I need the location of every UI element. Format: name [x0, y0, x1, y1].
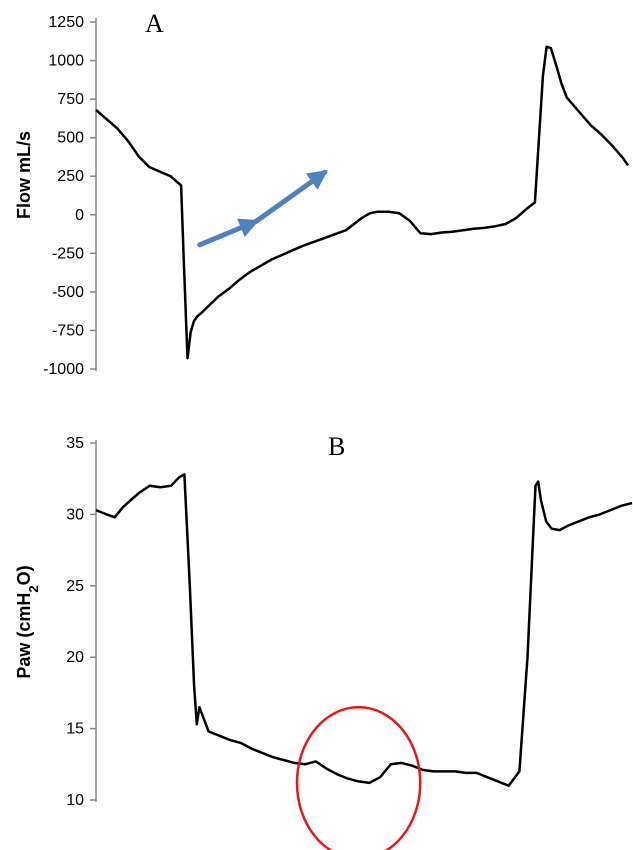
flow-y-tick-label: -750 — [52, 322, 84, 339]
flow-y-tick-label: -500 — [52, 284, 84, 301]
paw-y-tick-label: 35 — [66, 435, 84, 452]
paw-y-axis-title: Paw (cmH2O) — [14, 565, 41, 678]
paw-y-ticks: 35 30 25 20 15 10 — [66, 435, 96, 809]
annotation-arrow — [253, 169, 329, 225]
paw-y-tick-label: 30 — [66, 506, 84, 523]
paw-y-axis-title-main: Paw (cmH — [14, 593, 34, 679]
flow-y-ticks: 1250 1000 750 500 250 0 -250 -500 -750 -1000 — [43, 14, 96, 378]
flow-annotations — [197, 169, 329, 248]
flow-y-tick-label: 1000 — [48, 53, 84, 70]
flow-series-line — [95, 45, 630, 360]
panel-label-b: B — [328, 432, 345, 461]
paw-y-tick-label: 20 — [66, 649, 84, 666]
annotation-arrow — [197, 218, 260, 248]
flow-y-tick-label: -250 — [52, 245, 84, 262]
flow-y-tick-label: 750 — [57, 91, 84, 108]
paw-annotations — [295, 705, 422, 850]
pressure-chart: B Paw (cmH2O) 35 30 25 20 15 10 — [14, 432, 633, 850]
annotation-circle — [295, 705, 422, 850]
paw-series-line — [95, 473, 633, 787]
flow-y-axis-title: Flow mL/s — [14, 131, 34, 219]
paw-y-tick-label: 15 — [66, 721, 84, 738]
flow-y-tick-label: 500 — [57, 130, 84, 147]
paw-y-tick-label: 25 — [66, 578, 84, 595]
paw-y-tick-label: 10 — [66, 792, 84, 809]
flow-y-tick-label: 1250 — [48, 14, 84, 31]
paw-y-axis-title-end: O) — [14, 565, 34, 585]
flow-y-tick-label: 250 — [57, 168, 84, 185]
flow-chart: A Flow mL/s 1250 1000 750 500 250 0 -250 -500 -7… — [14, 9, 630, 378]
panel-label-a: A — [145, 9, 164, 38]
paw-y-axis-title-subscript: 2 — [26, 585, 41, 592]
flow-y-tick-label: -1000 — [43, 361, 84, 378]
flow-y-tick-label: 0 — [75, 207, 84, 224]
